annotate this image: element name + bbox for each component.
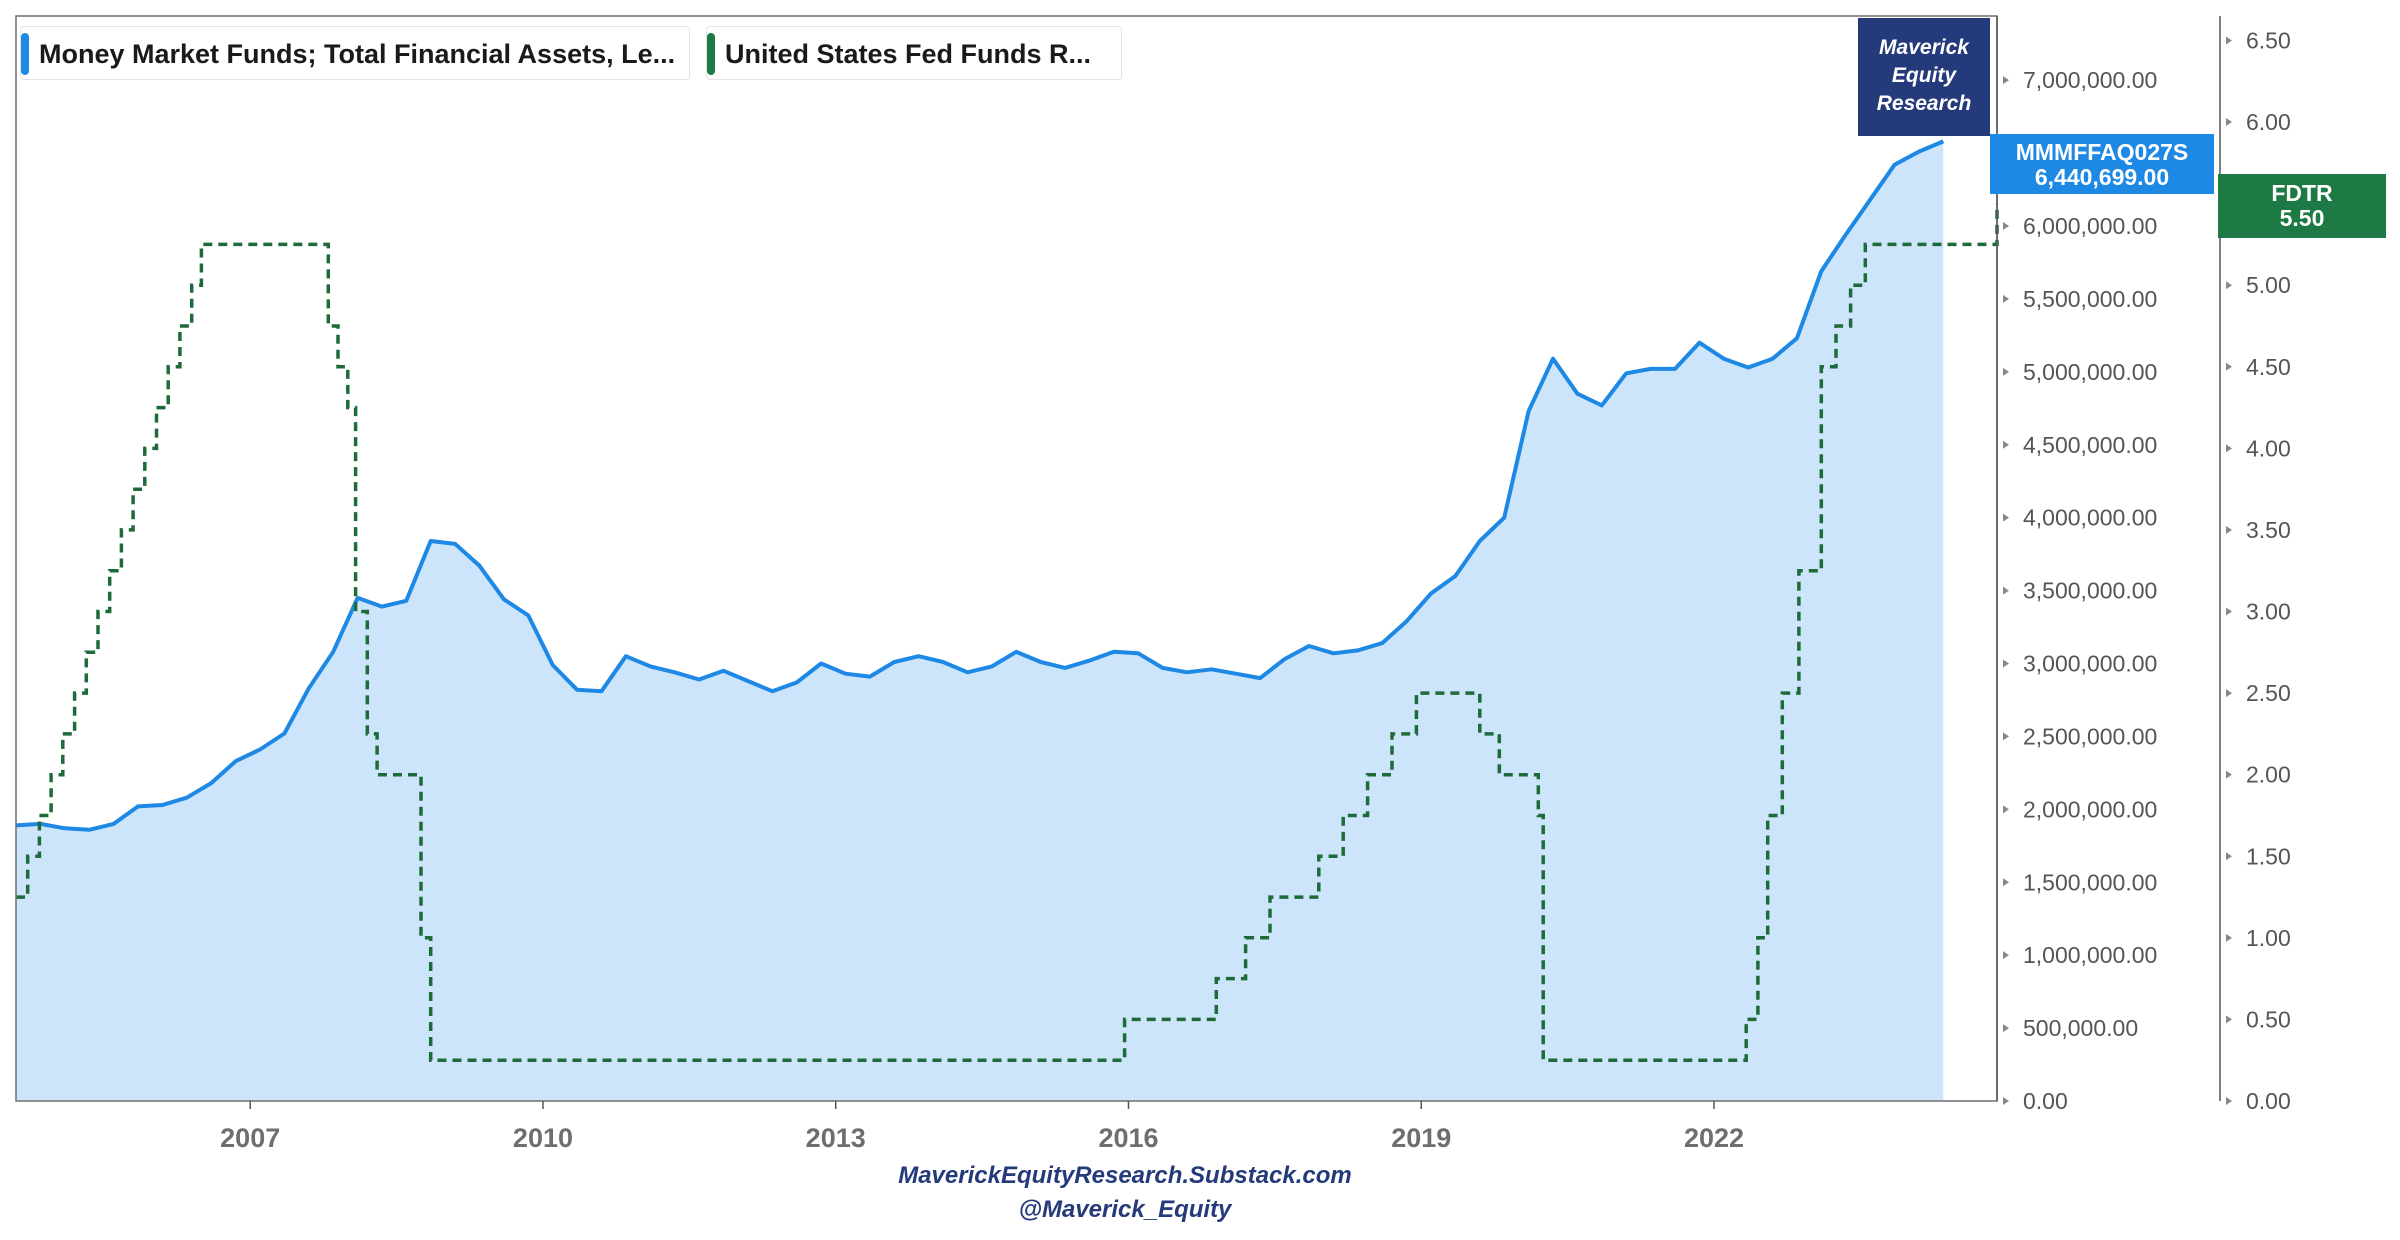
left-tick-mark — [2003, 1097, 2009, 1105]
right-tick-mark — [2226, 852, 2232, 861]
badge-code-fdtr: FDTR — [2271, 180, 2333, 206]
line-layer — [15, 139, 1999, 1062]
left-tick-mark — [2003, 440, 2009, 449]
right-tick-label: 0.00 — [2246, 1088, 2291, 1114]
left-tick-label: 2,500,000.00 — [2023, 723, 2157, 749]
right-tick-label: 4.50 — [2246, 354, 2291, 380]
series-line-money-market-funds[interactable] — [15, 139, 1945, 832]
series-line-fed-funds-rate[interactable] — [16, 203, 1999, 1062]
left-tick-label: 5,500,000.00 — [2023, 286, 2157, 312]
footer-handle[interactable]: @Maverick_Equity — [1018, 1196, 1232, 1223]
right-tick-label: 5.00 — [2246, 272, 2291, 298]
logo-line-2: Equity — [1891, 64, 1957, 87]
left-tick-mark — [2003, 513, 2009, 522]
right-tick-mark — [2226, 281, 2232, 290]
right-tick-label: 1.00 — [2246, 925, 2291, 951]
left-tick-label: 4,000,000.00 — [2023, 505, 2157, 531]
right-tick-label: 3.00 — [2246, 599, 2291, 625]
left-tick-label: 500,000.00 — [2023, 1015, 2138, 1041]
right-tick-mark — [2226, 770, 2232, 779]
left-tick-label: 2,000,000.00 — [2023, 796, 2157, 822]
x-tick-label: 2013 — [806, 1123, 866, 1153]
right-tick-label: 2.00 — [2246, 762, 2291, 788]
left-tick-label: 6,000,000.00 — [2023, 213, 2157, 239]
right-tick-label: 3.50 — [2246, 517, 2291, 543]
left-tick-mark — [2003, 76, 2009, 85]
left-tick-label: 3,000,000.00 — [2023, 651, 2157, 677]
right-tick-label: 0.50 — [2246, 1006, 2291, 1032]
series-area-money-market-funds — [16, 141, 1944, 1101]
logo-line-3: Research — [1876, 92, 1972, 115]
right-tick-label: 6.50 — [2246, 27, 2291, 53]
left-tick-mark — [2003, 367, 2009, 376]
right-tick-mark — [2226, 36, 2232, 45]
left-tick-label: 1,000,000.00 — [2023, 942, 2157, 968]
left-tick-label: 3,500,000.00 — [2023, 578, 2157, 604]
right-tick-mark — [2226, 362, 2232, 371]
footer-website[interactable]: MaverickEquityResearch.Substack.com — [898, 1162, 1352, 1189]
last-value-badge-mmmffaq027s: MMMFFAQ027S 6,440,699.00 — [1990, 134, 2214, 194]
right-tick-mark — [2226, 1097, 2232, 1105]
left-tick-mark — [2003, 586, 2009, 595]
x-tick-label: 2016 — [1098, 1123, 1158, 1153]
x-tick-label: 2019 — [1391, 1123, 1451, 1153]
left-tick-mark — [2003, 732, 2009, 741]
area-layer — [16, 141, 1944, 1101]
left-tick-mark — [2003, 222, 2009, 230]
left-tick-mark — [2003, 1024, 2009, 1033]
legend-label-money-market-funds: Money Market Funds; Total Financial Asse… — [39, 39, 676, 69]
logo-line-1: Maverick — [1879, 36, 1969, 59]
right-tick-label: 2.50 — [2246, 680, 2291, 706]
right-tick-mark — [2226, 444, 2232, 453]
badge-value-mmmffaq027s: 6,440,699.00 — [2034, 164, 2170, 190]
right-tick-mark — [2226, 689, 2232, 698]
right-tick-label: 6.00 — [2246, 109, 2291, 135]
left-tick-mark — [2003, 805, 2009, 814]
legend-swatch-green — [707, 33, 715, 75]
last-value-badge-fdtr: FDTR 5.50 — [2218, 174, 2386, 238]
x-tick-label: 2022 — [1684, 1123, 1744, 1153]
right-tick-mark — [2226, 525, 2232, 534]
x-tick-label: 2007 — [220, 1123, 280, 1153]
legend-label-fed-funds-rate: United States Fed Funds R... — [725, 39, 1092, 69]
left-tick-label: 7,000,000.00 — [2023, 67, 2157, 93]
legend-item-fed-funds-rate[interactable]: United States Fed Funds R... — [706, 26, 1122, 80]
x-tick-label: 2010 — [513, 1123, 573, 1153]
left-tick-label: 4,500,000.00 — [2023, 432, 2157, 458]
legend-item-money-market-funds[interactable]: Money Market Funds; Total Financial Asse… — [20, 26, 690, 80]
left-tick-label: 1,500,000.00 — [2023, 869, 2157, 895]
right-tick-mark — [2226, 118, 2232, 127]
right-tick-label: 1.50 — [2246, 843, 2291, 869]
right-tick-mark — [2226, 933, 2232, 942]
right-tick-mark — [2226, 1015, 2232, 1024]
legend-swatch-blue — [21, 33, 29, 75]
left-tick-label: 0.00 — [2023, 1088, 2068, 1114]
left-tick-mark — [2003, 951, 2009, 960]
left-tick-label: 5,000,000.00 — [2023, 359, 2157, 385]
maverick-logo: Maverick Equity Research — [1858, 18, 1990, 136]
left-tick-mark — [2003, 878, 2009, 887]
badge-value-fdtr: 5.50 — [2279, 205, 2325, 231]
left-tick-mark — [2003, 659, 2009, 668]
badge-code-mmmffaq027s: MMMFFAQ027S — [2015, 139, 2189, 165]
right-tick-mark — [2226, 607, 2232, 616]
right-tick-label: 4.00 — [2246, 435, 2291, 461]
left-tick-mark — [2003, 294, 2009, 303]
